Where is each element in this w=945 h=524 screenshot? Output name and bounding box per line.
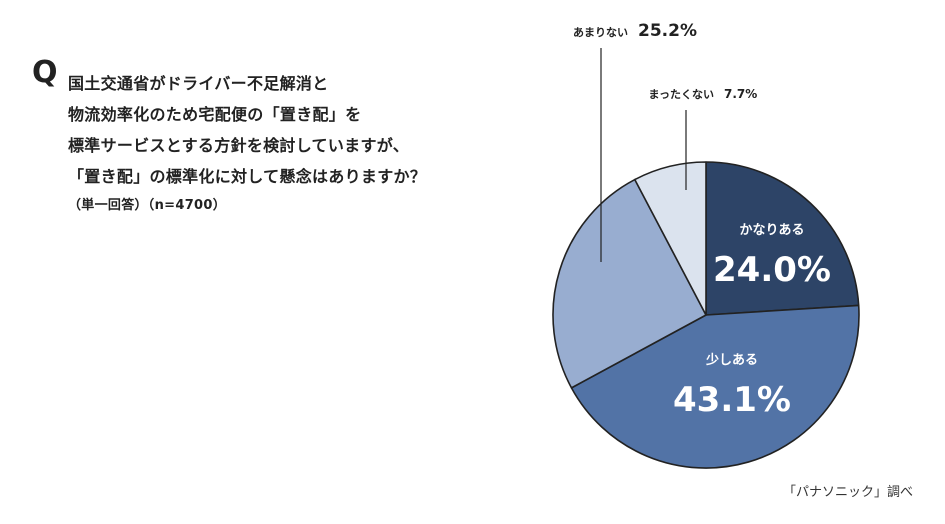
pie-slice-1 — [705, 161, 860, 316]
question-line-1: 国土交通省がドライバー不足解消と — [68, 74, 329, 93]
question-note: （単一回答）（n=4700） — [68, 198, 227, 213]
source-credit: 「パナソニック」調べ — [782, 485, 913, 500]
slice-label-2: 少しある — [705, 352, 758, 368]
question-line-3: 標準サービスとする方針を検討していますが、 — [68, 136, 410, 155]
question-line-2: 物流効率化のため宅配便の「置き配」を — [68, 105, 362, 124]
slice-value-1: 24.0% — [713, 250, 831, 290]
question-line-4: 「置き配」の標準化に対して懸念はありますか？ — [68, 167, 427, 186]
slice-value-4: 7.7% — [724, 87, 757, 101]
slice-label-4: まったくない — [648, 88, 714, 101]
question-marker: Q — [32, 55, 58, 90]
pie-slice-3 — [552, 178, 707, 389]
pie-slice-4 — [634, 161, 707, 316]
question-block: 国土交通省がドライバー不足解消と 物流効率化のため宅配便の「置き配」を 標準サー… — [68, 68, 488, 218]
slice-label-3: あまりない — [573, 26, 628, 39]
slice-value-2: 43.1% — [673, 380, 791, 420]
pie-slice-2 — [570, 304, 860, 469]
slice-value-3: 25.2% — [638, 21, 697, 41]
slice-label-1: かなりある — [739, 223, 804, 238]
